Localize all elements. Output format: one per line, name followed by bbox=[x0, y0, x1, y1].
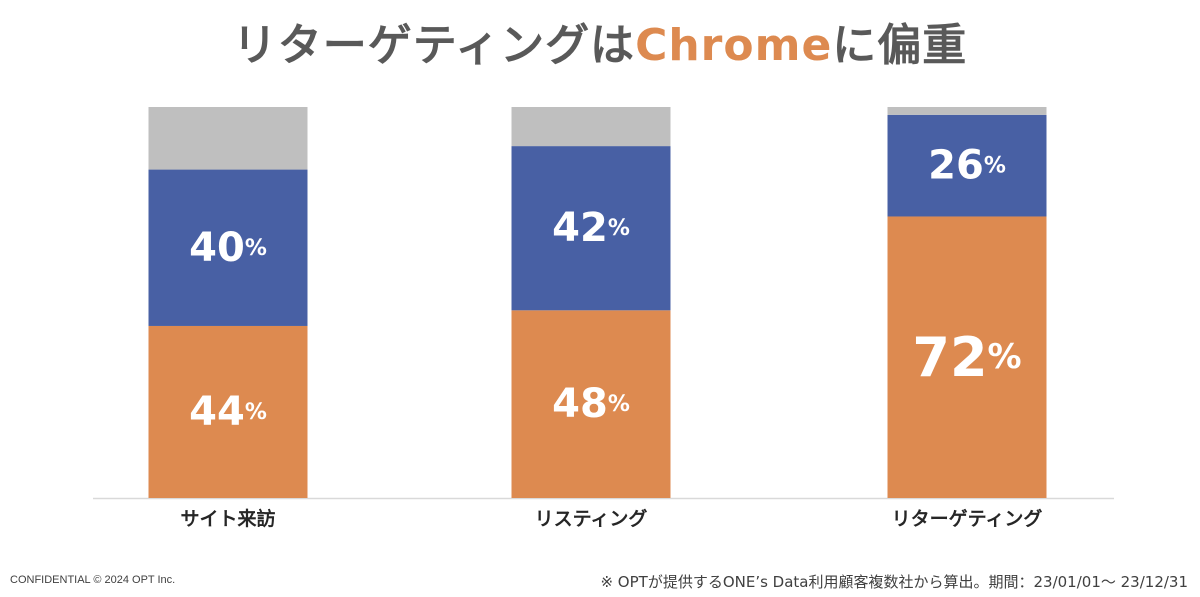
data-label-3-1: 72% bbox=[912, 326, 1021, 389]
title-suffix: に偏重 bbox=[832, 20, 968, 71]
data-label-2-1: 48% bbox=[552, 381, 630, 427]
bar-segment-3-2 bbox=[887, 114, 1047, 217]
category-label-1: サイト来訪 bbox=[180, 507, 275, 530]
title-accent: Chrome bbox=[635, 20, 833, 71]
bar-segment-3-1 bbox=[887, 216, 1047, 499]
bar-segment-2-3 bbox=[511, 107, 671, 147]
bar-segment-1-3 bbox=[148, 107, 308, 170]
confidential-footer: CONFIDENTIAL © 2024 OPT Inc. bbox=[10, 574, 176, 586]
data-label-1-1: 44% bbox=[189, 389, 267, 435]
bar-segment-3-3 bbox=[887, 107, 1047, 115]
source-note: ※ OPTが提供するONE’s Data利用顧客複数社から算出。期間：23/01… bbox=[600, 573, 1188, 591]
bar-segment-2-1 bbox=[511, 310, 671, 498]
bar-segment-2-2 bbox=[511, 146, 671, 311]
bar-segment-1-1 bbox=[148, 325, 308, 498]
bar-segment-1-2 bbox=[148, 169, 308, 326]
category-label-3: リターゲティング bbox=[892, 507, 1043, 530]
data-label-3-2: 26% bbox=[928, 143, 1006, 189]
title-prefix: リターゲティングは bbox=[232, 20, 636, 71]
chart-title: リターゲティングはChromeに偏重 bbox=[0, 18, 1200, 74]
data-label-2-2: 42% bbox=[552, 205, 630, 251]
category-label-2: リスティング bbox=[535, 507, 648, 530]
data-label-1-2: 40% bbox=[189, 225, 267, 271]
